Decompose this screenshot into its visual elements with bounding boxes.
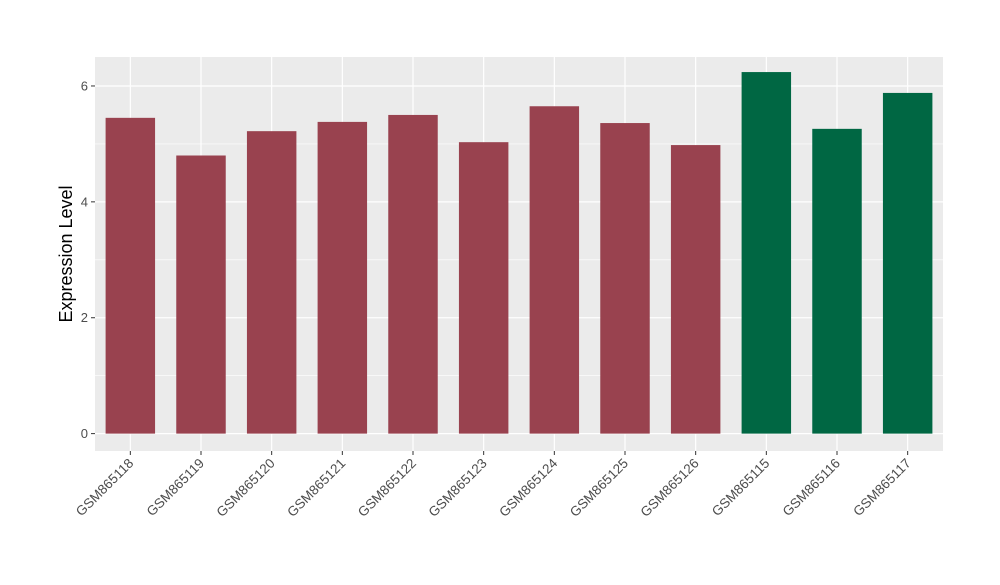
x-tick-label: GSM865118 [73,456,137,520]
bar [600,123,650,434]
bars [105,72,933,434]
y-tick-label: 4 [81,194,88,209]
minor-gridlines [95,143,943,376]
bar [246,131,297,434]
bar [529,106,580,434]
bar [388,114,438,434]
y-tick-label: 6 [81,78,88,93]
y-axis: 0 2 4 6 [81,78,95,441]
bar [882,92,933,434]
x-tick-label: GSM865116 [780,456,844,520]
x-tick-label: GSM865115 [709,456,773,520]
x-tick-label: GSM865124 [496,455,561,520]
x-tick-label: GSM865126 [638,456,702,520]
bar [317,121,368,434]
bar [741,72,792,434]
x-axis: GSM865118 GSM865119 GSM865120 GSM865121 GSM8… [73,451,914,520]
plot-panel [95,57,943,451]
y-tick-label: 0 [81,426,88,441]
x-tick-label: GSM865122 [355,456,419,520]
x-tick-label: GSM865121 [284,456,348,520]
x-tick-label: GSM865123 [426,456,490,520]
x-tick-label: GSM865119 [144,456,208,520]
y-tick-label: 2 [81,310,88,325]
bar [812,128,862,434]
x-tick-label: GSM865117 [850,456,914,520]
bar [458,142,509,434]
y-axis-label: Expression Level [56,185,76,322]
x-tick-label: GSM865125 [567,456,631,520]
bar [105,117,156,434]
bar [176,155,226,434]
bar [670,145,721,434]
x-tick-label: GSM865120 [214,456,278,520]
